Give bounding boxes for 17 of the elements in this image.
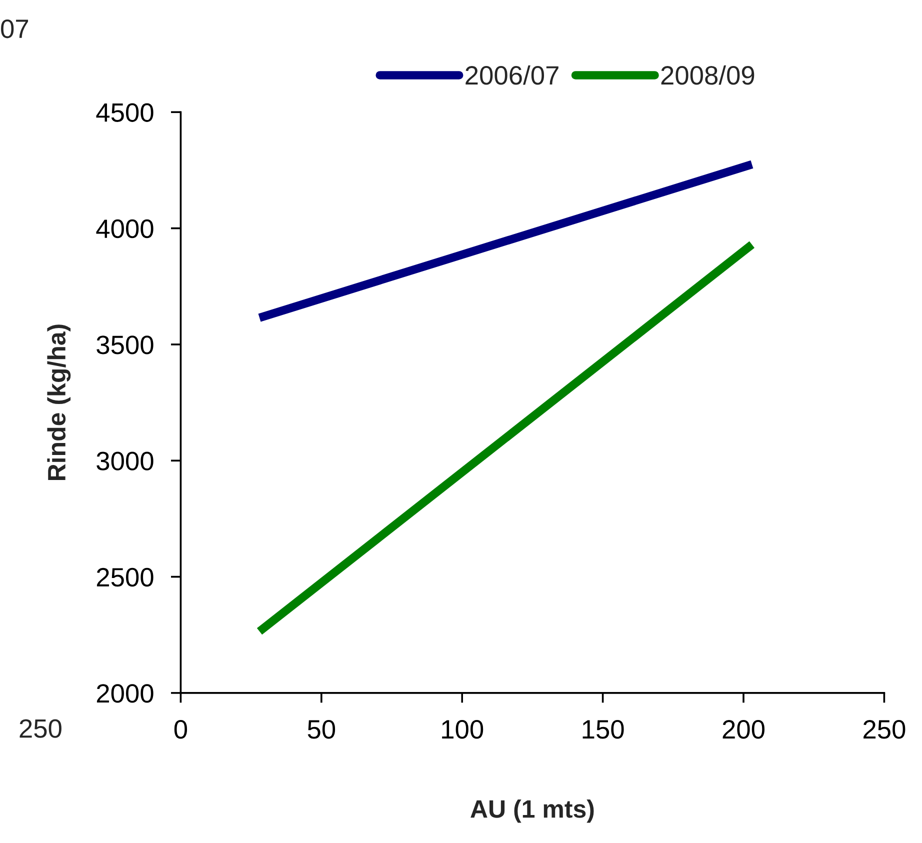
y-axis-title: Rinde (kg/ha) xyxy=(47,324,71,480)
y-tick-label: 2000 xyxy=(96,684,154,703)
y-tick-label: 4500 xyxy=(96,103,154,122)
x-tick-label: 250 xyxy=(864,720,906,739)
y-tick-label: 4000 xyxy=(96,219,154,238)
text: 07 xyxy=(1,20,28,38)
x-tick-label: 150 xyxy=(582,720,624,739)
x-tick-label: 100 xyxy=(442,720,484,739)
legend-label: 2006/07 xyxy=(466,65,558,85)
x-tick-label: 50 xyxy=(308,720,336,739)
y-tick-label: 3000 xyxy=(96,452,154,470)
y-tick-label: 2500 xyxy=(96,568,154,587)
legend-label: 2008/09 xyxy=(661,65,754,85)
y-tick-label: 3500 xyxy=(96,336,154,354)
x-tick-label: 0 xyxy=(174,720,188,739)
x-axis-title: AU (1 mts) xyxy=(470,799,594,823)
x-tick-label: 200 xyxy=(722,720,764,739)
